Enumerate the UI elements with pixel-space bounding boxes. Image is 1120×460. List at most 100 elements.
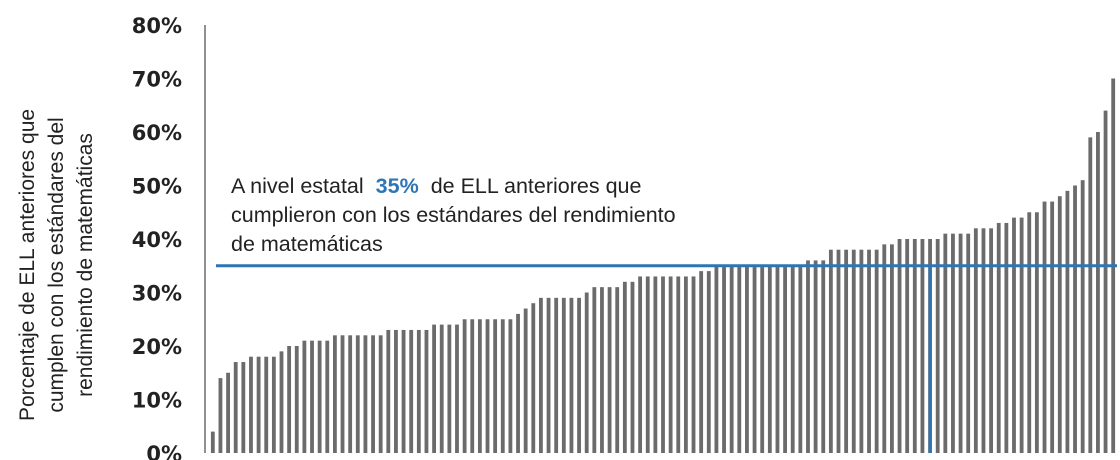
bar bbox=[348, 335, 353, 453]
bar bbox=[943, 233, 948, 453]
bar bbox=[363, 335, 368, 453]
y-tick-label: 10% bbox=[132, 389, 182, 413]
bar bbox=[287, 346, 292, 453]
bar bbox=[836, 249, 841, 453]
bar bbox=[783, 265, 787, 453]
bar bbox=[226, 372, 230, 453]
bar bbox=[729, 265, 734, 453]
bar bbox=[210, 431, 215, 453]
bar bbox=[737, 265, 742, 453]
bar bbox=[462, 319, 467, 453]
bar bbox=[806, 260, 810, 453]
y-tick-label: 70% bbox=[132, 68, 182, 92]
bar bbox=[317, 340, 322, 453]
bar bbox=[1096, 132, 1100, 453]
bar bbox=[706, 271, 711, 453]
bar bbox=[485, 319, 490, 453]
y-tick-label: 40% bbox=[132, 228, 182, 252]
bar bbox=[722, 265, 726, 453]
y-tick-label: 0% bbox=[146, 442, 182, 460]
bar bbox=[683, 276, 688, 453]
bar bbox=[691, 276, 696, 453]
y-axis-label-line-1: Porcentaje de ELL anteriores que bbox=[16, 109, 39, 421]
bar bbox=[622, 281, 627, 453]
y-tick-label: 60% bbox=[132, 121, 182, 145]
bar bbox=[592, 287, 597, 453]
bar bbox=[355, 335, 360, 453]
bar bbox=[600, 287, 604, 453]
bar bbox=[630, 281, 635, 453]
bar bbox=[386, 329, 391, 453]
annotation-highlight-value: 35% bbox=[376, 174, 419, 198]
y-axis-label-line-3: rendimiento de matemáticas bbox=[74, 133, 97, 397]
bar bbox=[951, 233, 955, 453]
bar bbox=[340, 335, 345, 453]
bar bbox=[821, 260, 826, 453]
bar bbox=[569, 297, 574, 453]
bar bbox=[813, 260, 818, 453]
bar bbox=[1012, 217, 1016, 453]
bar bbox=[607, 287, 612, 453]
bar bbox=[1073, 185, 1077, 453]
bar bbox=[752, 265, 757, 453]
y-tick-label: 20% bbox=[132, 335, 182, 359]
bar bbox=[935, 239, 940, 453]
bar bbox=[966, 233, 971, 453]
bar bbox=[996, 222, 1001, 453]
bar bbox=[241, 362, 246, 453]
bar bbox=[1027, 212, 1032, 453]
y-tick-label: 80% bbox=[132, 14, 182, 38]
bar bbox=[767, 265, 772, 453]
bar bbox=[867, 249, 871, 453]
bar bbox=[332, 335, 337, 453]
bar bbox=[508, 319, 513, 453]
bar bbox=[294, 346, 299, 453]
bar bbox=[516, 313, 520, 453]
bar bbox=[424, 329, 429, 453]
bar bbox=[859, 249, 864, 453]
bar bbox=[653, 276, 658, 453]
bar bbox=[890, 244, 894, 453]
bar bbox=[1050, 201, 1055, 453]
annotation-line-2: cumplieron con los estándares del rendim… bbox=[231, 203, 676, 227]
bar bbox=[233, 362, 238, 453]
bar bbox=[851, 249, 856, 453]
bar bbox=[828, 249, 833, 453]
bar bbox=[1088, 137, 1093, 453]
bar bbox=[500, 319, 505, 453]
bar bbox=[615, 287, 620, 453]
bar bbox=[470, 319, 475, 453]
annotation-line-1: A nivel estatal 35% de ELL anteriores qu… bbox=[231, 174, 641, 198]
bar bbox=[661, 276, 665, 453]
bar bbox=[897, 239, 902, 453]
bar bbox=[493, 319, 498, 453]
bar bbox=[584, 292, 589, 453]
bar bbox=[1042, 201, 1047, 453]
bar bbox=[325, 340, 330, 453]
bar bbox=[1103, 110, 1108, 453]
bar bbox=[920, 239, 925, 453]
bar bbox=[302, 340, 307, 453]
bar bbox=[874, 249, 879, 453]
bar bbox=[958, 233, 963, 453]
bar bbox=[264, 356, 269, 453]
bar bbox=[989, 228, 994, 453]
bar bbox=[882, 244, 887, 453]
bar bbox=[699, 271, 704, 453]
bar bbox=[912, 239, 917, 453]
bar bbox=[218, 378, 223, 453]
bar bbox=[561, 297, 566, 453]
bar bbox=[432, 324, 436, 453]
y-tick-label: 30% bbox=[132, 282, 182, 306]
bar bbox=[1080, 180, 1085, 453]
bar bbox=[531, 303, 536, 453]
bar bbox=[798, 265, 803, 453]
bar bbox=[676, 276, 681, 453]
y-tick-label: 50% bbox=[132, 175, 182, 199]
bar bbox=[775, 265, 780, 453]
bar bbox=[1034, 212, 1039, 453]
bar bbox=[401, 329, 406, 453]
bar bbox=[1019, 217, 1024, 453]
bar bbox=[1057, 196, 1062, 453]
bar bbox=[416, 329, 421, 453]
